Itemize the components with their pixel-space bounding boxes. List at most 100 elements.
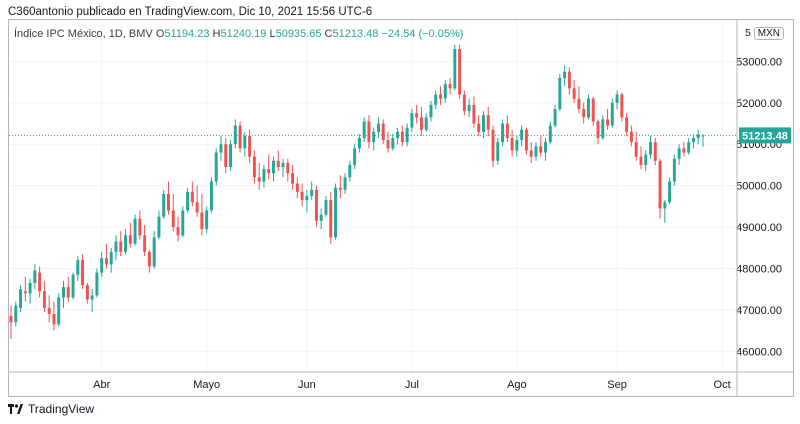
last-price-badge (739, 127, 791, 144)
candle-body (677, 148, 681, 159)
candle-body (14, 305, 18, 323)
candle-body (520, 129, 524, 141)
candle-body (558, 77, 562, 110)
candle-body (214, 152, 218, 182)
chart-frame (8, 19, 794, 397)
open-value: 51194.23 (164, 28, 210, 40)
candle-body (372, 131, 376, 143)
candle-body (157, 216, 161, 238)
candle-body (133, 218, 137, 244)
candle-body (33, 270, 37, 283)
candle-body (295, 183, 299, 192)
brand-footer[interactable]: TradingView (8, 402, 94, 416)
candle-body (682, 148, 686, 153)
candle-body (481, 115, 485, 132)
candle-body (462, 94, 466, 112)
candle-body (701, 135, 705, 137)
y-tick-label: 46000.00 (736, 346, 782, 358)
candle-body (367, 121, 371, 143)
candle-body (381, 123, 385, 141)
candle-body (100, 258, 104, 273)
publish-caption: C360antonio publicado en TradingView.com… (8, 6, 373, 18)
candle-body (376, 123, 380, 132)
symbol-label: Índice IPC México, 1D, BMV (14, 28, 153, 40)
candle-body (248, 135, 252, 157)
candle-body (582, 109, 586, 118)
candle-body (434, 94, 438, 105)
candle-body (620, 94, 624, 118)
y-tick-label: 53000.00 (736, 56, 782, 68)
candle-body (224, 144, 228, 168)
candle-body (691, 138, 695, 143)
y-tick-label: 52000.00 (736, 98, 782, 110)
candle-body (539, 146, 543, 153)
y-tick-label: 47000.00 (736, 305, 782, 317)
candle-body (606, 119, 610, 126)
candle-body (286, 162, 290, 174)
candle-body (85, 285, 89, 300)
candle-body (109, 251, 113, 265)
candle-body (544, 142, 547, 153)
candle-body (95, 272, 99, 296)
candle-body (672, 158, 676, 182)
candle-body (658, 160, 662, 209)
close-label: C (324, 28, 333, 40)
candle-body (162, 193, 166, 217)
candle-body (23, 291, 27, 294)
candle-body (453, 48, 457, 89)
y-tick-label: 50000.00 (736, 181, 782, 193)
candle-body (496, 142, 500, 161)
candle-body (209, 181, 213, 211)
candle-body (114, 241, 118, 252)
candle-body (252, 156, 256, 178)
candle-body (477, 123, 481, 132)
candle-body (448, 84, 452, 89)
candle-body (338, 187, 342, 190)
candle-body (601, 119, 605, 139)
currency-selector[interactable]: 5 MXN (745, 27, 784, 40)
low-label: L (269, 28, 276, 40)
x-tick-label: Jun (298, 379, 316, 391)
candle-body (171, 210, 175, 228)
candle-body (362, 121, 366, 139)
x-tick-label: Abr (93, 379, 110, 391)
last-price-label: 51213.48 (742, 130, 788, 142)
candle-body (324, 200, 328, 215)
candle-body (405, 127, 409, 143)
candle-body (653, 142, 657, 161)
candle-body (510, 138, 514, 151)
candle-body (9, 316, 13, 323)
y-tick-label: 49000.00 (736, 222, 782, 234)
candle-body (257, 177, 261, 182)
candle-body (233, 125, 237, 145)
candle-body (515, 140, 519, 151)
candle-body (272, 160, 275, 174)
candle-body (577, 98, 581, 110)
candle-body (52, 314, 56, 325)
candle-body (305, 196, 309, 201)
candle-body (634, 142, 638, 157)
candle-body (396, 131, 400, 139)
candle-body (28, 282, 32, 294)
candle-body (57, 297, 61, 325)
close-value: 51213.48 (332, 28, 379, 40)
candle-body (529, 150, 533, 157)
high-label: H (212, 28, 221, 40)
candle-body (563, 71, 567, 78)
candle-body (386, 140, 390, 149)
x-tick-label: Ago (507, 379, 527, 391)
candle-body (572, 88, 576, 99)
candle-body (696, 134, 700, 139)
candle-body (334, 187, 338, 238)
candle-body (400, 131, 404, 143)
candle-body (186, 191, 190, 211)
candle-body (329, 200, 333, 238)
x-tick-label: Oct (714, 379, 731, 391)
candle-body (439, 94, 442, 99)
currency-badge[interactable]: MXN (753, 27, 784, 40)
candle-body (71, 274, 75, 298)
candle-body (190, 191, 194, 203)
candle-body (596, 121, 600, 139)
candle-body (458, 48, 462, 95)
